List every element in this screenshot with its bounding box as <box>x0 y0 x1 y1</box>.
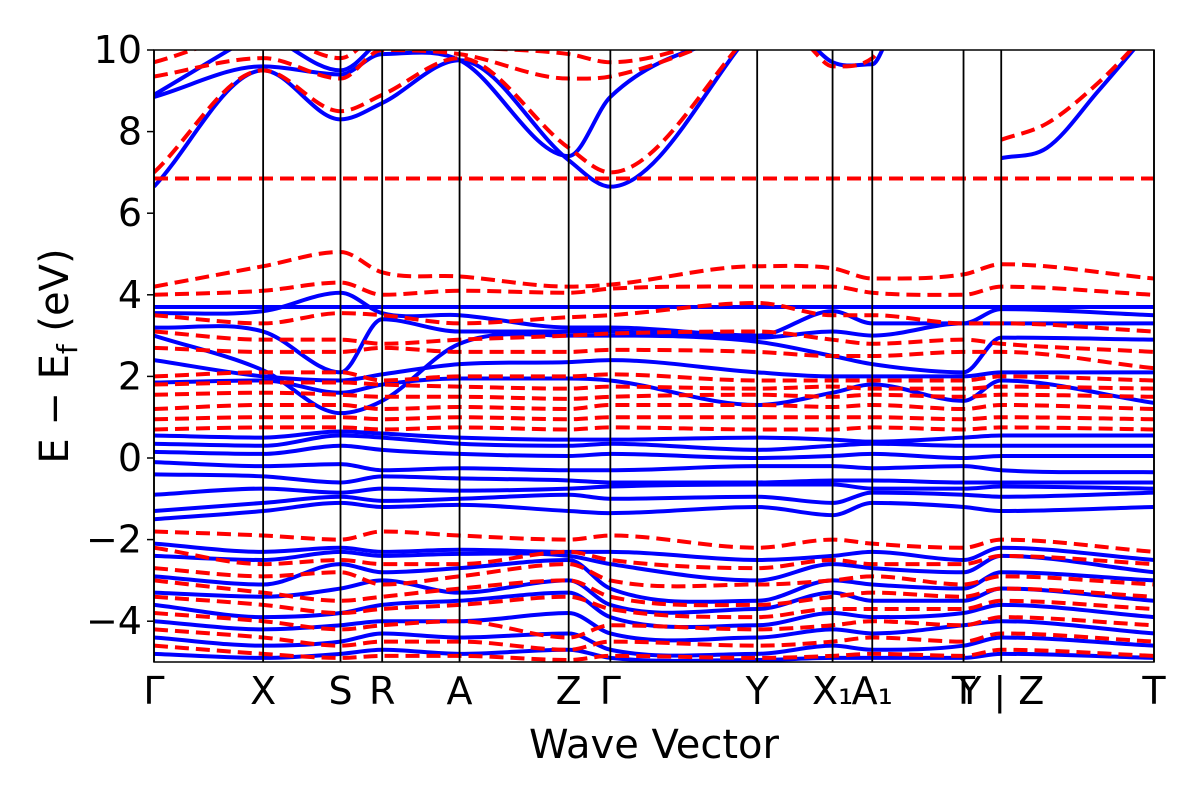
red-band-line <box>154 402 1154 412</box>
red-band-line <box>154 562 1154 589</box>
blue-band-line <box>154 50 233 97</box>
red-band-line <box>810 50 882 69</box>
x-tick-label: A <box>447 669 473 713</box>
red-band-line <box>154 425 1154 432</box>
blue-band-line <box>1000 50 1136 161</box>
x-tick-label: Z <box>556 669 582 713</box>
red-band-line <box>154 345 1154 371</box>
red-band-line <box>154 300 1154 334</box>
red-band-line <box>154 529 1154 554</box>
y-tick-label: 4 <box>118 273 142 317</box>
x-tick-label: T <box>951 669 976 713</box>
x-tick-label: A₁ <box>852 669 893 713</box>
y-tick-label: 6 <box>118 191 142 235</box>
x-tick-label: Y <box>745 669 770 713</box>
red-band-line <box>154 390 1154 401</box>
x-tick-label: X <box>250 669 276 713</box>
red-band-line <box>154 415 1154 422</box>
x-tick-label: X₁ <box>812 669 853 713</box>
red-band-line <box>1000 50 1134 142</box>
y-axis-label-unit: (eV) <box>32 248 78 344</box>
red-band-line <box>154 329 1154 354</box>
red-band-line <box>154 370 1154 383</box>
x-tick-label: Γ <box>600 669 621 713</box>
y-tick-label: −2 <box>86 518 142 562</box>
y-axis-label-subscript: f <box>51 343 84 354</box>
red-band-line <box>154 643 1154 662</box>
y-tick-label: 0 <box>118 436 142 480</box>
x-tick-label: T <box>1141 669 1166 713</box>
y-tick-label: 2 <box>118 354 142 398</box>
red-band-line <box>154 627 1154 652</box>
x-axis-label: Wave Vector <box>529 722 780 768</box>
x-tick-label: R <box>369 669 395 713</box>
y-tick-label: 10 <box>94 28 142 72</box>
y-axis-ticks: −4 −2 0 2 4 6 8 10 <box>86 28 154 643</box>
y-tick-label: −4 <box>86 599 142 643</box>
x-tick-label: Γ <box>143 669 164 713</box>
x-tick-label: S <box>328 669 352 713</box>
y-axis-label: E − Ef (eV) <box>32 248 84 463</box>
plot-frame <box>153 49 1155 663</box>
x-tick-label: Y | Z <box>957 669 1044 714</box>
y-tick-label: 8 <box>118 110 142 154</box>
y-axis-label-main: E − E <box>32 354 78 464</box>
red-band-line <box>154 380 1154 391</box>
